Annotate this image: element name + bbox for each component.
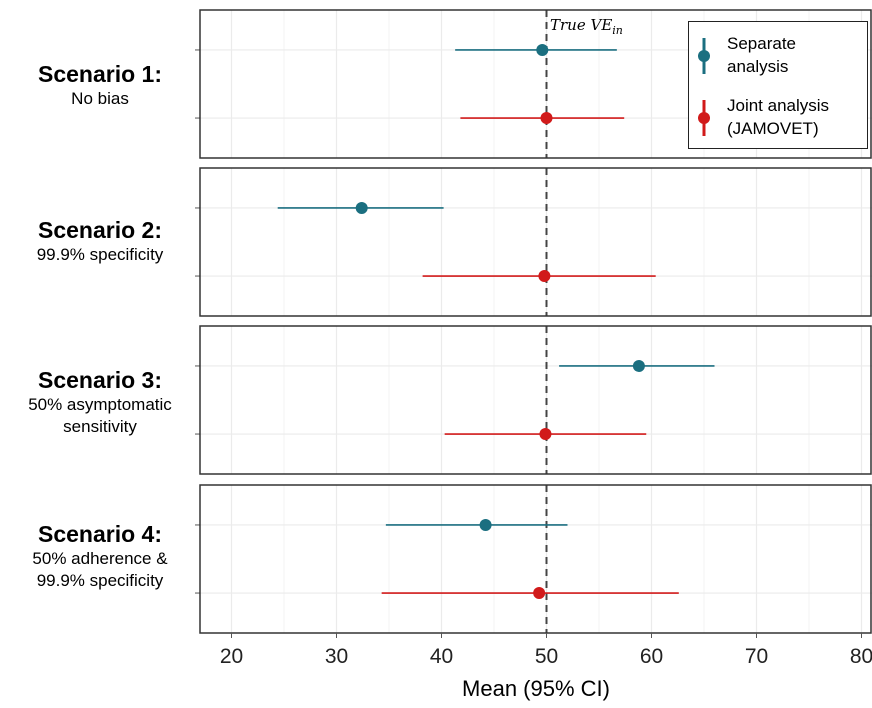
scenario-4-title: Scenario 4: xyxy=(38,521,162,547)
legend-joint-label: Joint analysis (JAMOVET) xyxy=(727,96,830,138)
x-tick-label: 50 xyxy=(535,645,558,668)
x-tick-label: 40 xyxy=(430,645,453,668)
scenario-3-label: Scenario 3: 50% asymptomatic sensitivity xyxy=(0,366,200,438)
legend-separate-marker xyxy=(698,38,710,74)
legend: Separate analysis Joint analysis (JAMOVE… xyxy=(688,21,868,149)
reference-line-label-text: True VE xyxy=(550,16,613,34)
legend-joint-marker xyxy=(698,100,710,136)
scenario-3-subtitle: 50% asymptomatic sensitivity xyxy=(28,395,172,436)
panel-1-border xyxy=(199,9,872,159)
reference-line-label: True VEin xyxy=(550,16,623,37)
legend-item-joint: Joint analysis (JAMOVET) xyxy=(689,88,867,148)
panel-2-border xyxy=(199,167,872,317)
x-axis-label: Mean (95% CI) xyxy=(462,676,610,701)
x-tick-label: 80 xyxy=(850,645,872,668)
panel-1-joint-point xyxy=(540,112,553,125)
legend-separate-label: Separate analysis xyxy=(727,34,796,76)
panel-2-joint-point xyxy=(538,270,551,283)
x-tick-label: 70 xyxy=(745,645,768,668)
panel-3-background xyxy=(200,326,872,474)
panel-3-joint-point xyxy=(539,428,552,441)
panel-2-separate-point xyxy=(355,201,368,214)
scenario-4-subtitle: 50% adherence & 99.9% specificity xyxy=(32,549,168,590)
scenario-3-title: Scenario 3: xyxy=(38,367,162,393)
panel-3-border xyxy=(199,325,872,475)
panel-3-separate-point xyxy=(632,359,645,372)
panel-4-separate-point xyxy=(479,518,492,531)
scenario-1-label: Scenario 1: No bias xyxy=(0,60,200,110)
panel-4-border xyxy=(199,484,872,634)
panel-1-separate-point xyxy=(536,43,549,56)
scenario-1-title: Scenario 1: xyxy=(38,61,162,87)
reference-line-label-subscript: in xyxy=(612,24,623,37)
scenario-1-subtitle: No bias xyxy=(71,89,129,108)
panel-4-joint-point xyxy=(533,587,546,600)
legend-item-separate: Separate analysis xyxy=(689,26,867,86)
scenario-2-label: Scenario 2: 99.9% specificity xyxy=(0,216,200,266)
x-tick-label: 60 xyxy=(640,645,663,668)
x-tick-label: 30 xyxy=(325,645,348,668)
scenario-2-subtitle: 99.9% specificity xyxy=(36,245,164,264)
panel-2-background xyxy=(200,168,872,316)
panel-4-background xyxy=(200,485,872,633)
x-tick-label: 20 xyxy=(220,645,243,668)
scenario-2-title: Scenario 2: xyxy=(38,217,162,243)
scenario-4-label: Scenario 4: 50% adherence & 99.9% specif… xyxy=(0,520,200,592)
